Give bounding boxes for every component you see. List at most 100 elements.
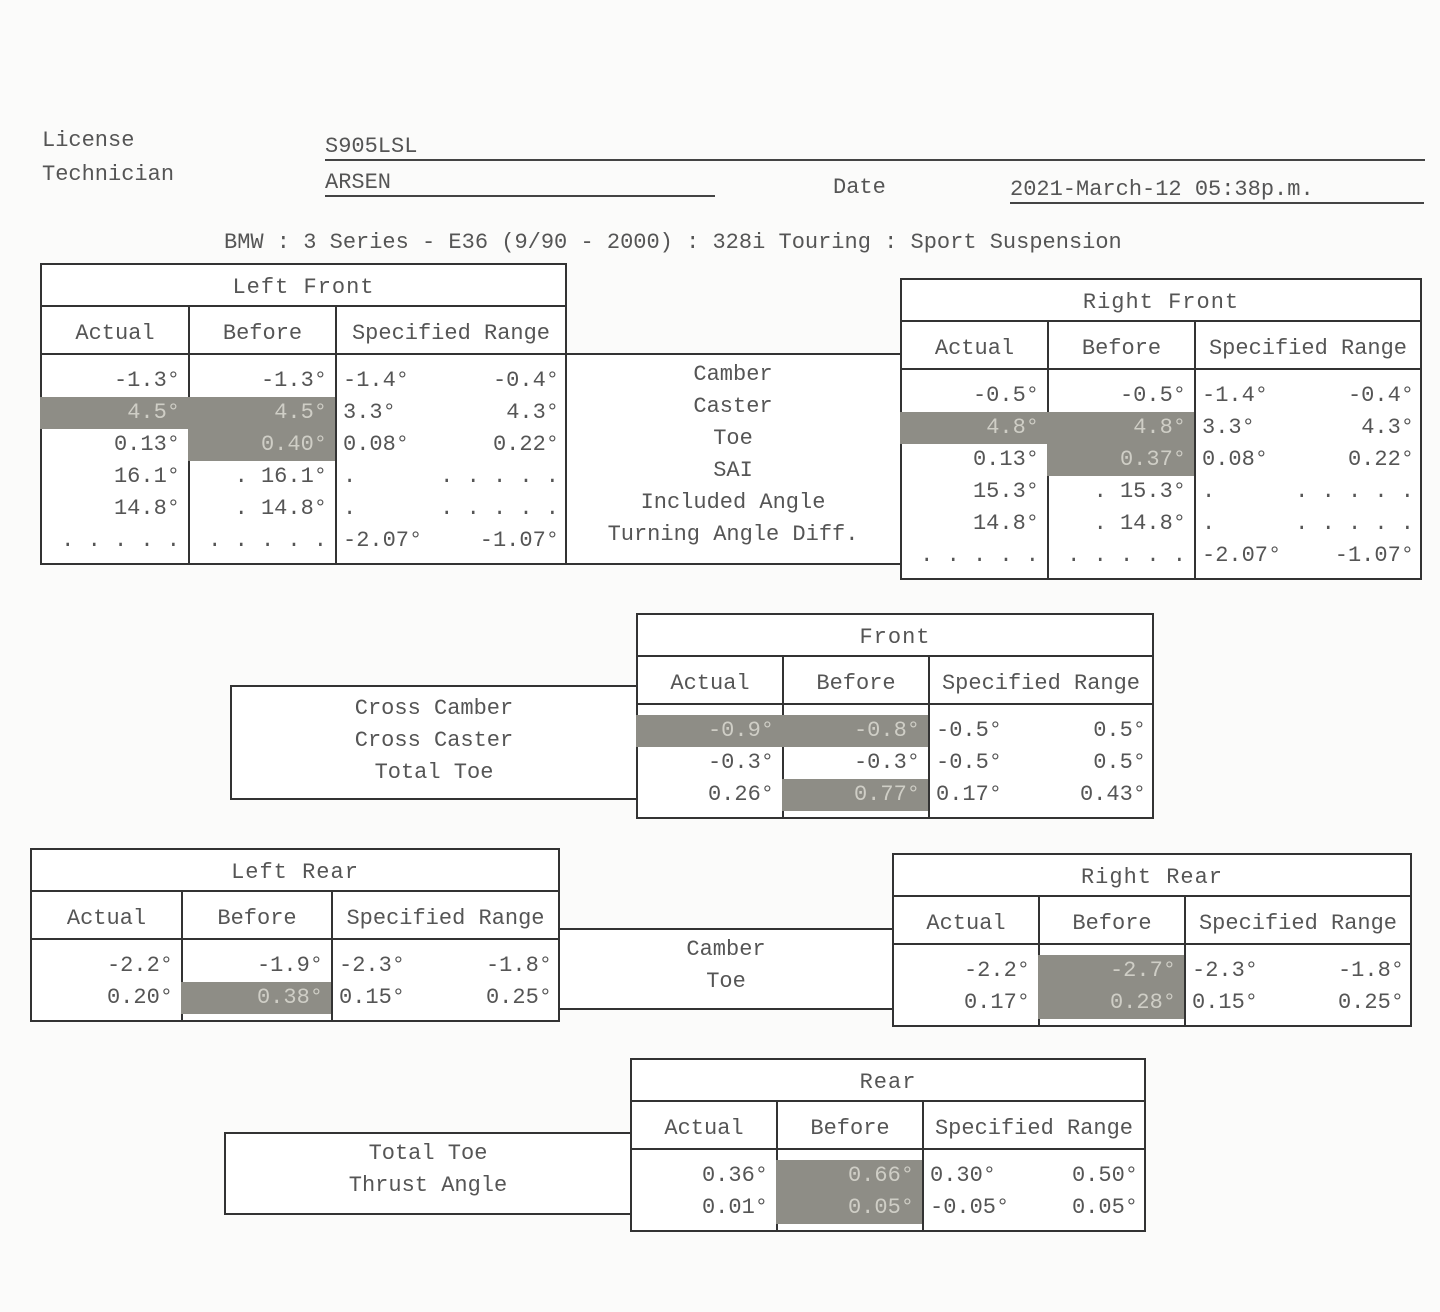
before-header: Before <box>1049 322 1196 368</box>
right-rear-table: Right Rear Actual Before Specified Range -2.… <box>892 853 1412 1027</box>
actual-value: 0.17° <box>963 990 1030 1015</box>
spec-max: 0.50° <box>1071 1163 1138 1188</box>
before-value: -1.9° <box>256 953 323 978</box>
actual-value: 0.13° <box>113 432 180 457</box>
spec-max: 0.5° <box>1093 718 1146 743</box>
spec-max: -0.4° <box>492 368 559 393</box>
before-value: 0.05° <box>776 1192 922 1224</box>
actual-column: -2.2° 0.20° <box>32 940 183 1020</box>
spec-range-row: 0.08° 0.22° <box>1196 444 1420 476</box>
table-title: Front <box>638 615 1152 657</box>
spec-max: . . . . . <box>440 496 559 521</box>
row-label: Thrust Angle <box>348 1173 508 1198</box>
table-title: Left Front <box>42 265 565 307</box>
actual-value: -2.2° <box>106 953 173 978</box>
before-value: -0.8° <box>782 715 928 747</box>
actual-header: Actual <box>638 657 784 703</box>
spec-min: -0.5° <box>936 718 1003 743</box>
spec-range-row: -0.5° 0.5° <box>930 715 1152 747</box>
row-label: Included Angle <box>640 490 826 515</box>
spec-max: 4.3° <box>1361 415 1414 440</box>
spec-range-row: -0.5° 0.5° <box>930 747 1152 779</box>
front-cross-labels: Cross Camber Cross Caster Total Toe <box>230 685 638 800</box>
actual-column: -2.2° 0.17° <box>894 945 1040 1025</box>
spec-column: -1.4° -0.4° 3.3° 4.3° 0.08° 0.22°. . . . . ...… <box>337 355 565 563</box>
actual-header: Actual <box>902 322 1049 368</box>
spec-max: 0.25° <box>485 985 552 1010</box>
column-headers: Actual Before Specified Range <box>638 657 1152 705</box>
spec-min: 0.15° <box>339 985 406 1010</box>
spec-range-row: -2.3° -1.8° <box>1186 955 1410 987</box>
spec-max: . . . . . <box>1295 511 1414 536</box>
before-column: 0.66° 0.05° <box>776 1150 924 1230</box>
specified-range-header: Specified Range <box>346 906 545 931</box>
before-value: 4.5° <box>188 397 335 429</box>
spec-min: -0.5° <box>936 750 1003 775</box>
spec-column: 0.30° 0.50° -0.05° 0.05° <box>924 1150 1144 1230</box>
column-headers: Actual Before Specified Range <box>42 307 565 355</box>
before-header: Before <box>784 657 930 703</box>
vehicle-description: BMW : 3 Series - E36 (9/90 - 2000) : 328… <box>224 230 1122 255</box>
before-value: . 16.1° <box>234 464 327 489</box>
spec-min: . <box>1202 479 1216 504</box>
rear-table: Rear Actual Before Specified Range 0.36° 0.01… <box>630 1058 1146 1232</box>
spec-min: -0.05° <box>930 1195 1010 1220</box>
row-label: Caster <box>693 394 773 419</box>
rear-total-labels: Total Toe Thrust Angle <box>224 1132 632 1215</box>
front-table: Front Actual Before Specified Range -0.9° -0.… <box>636 613 1154 819</box>
before-column: -0.5° 4.8° 0.37° . 15.3° . 14.8° . . . . . <box>1047 370 1196 578</box>
spec-min: . <box>343 496 357 521</box>
spec-max: -1.07° <box>1334 543 1414 568</box>
spec-column: -0.5° 0.5° -0.5° 0.5° 0.17° 0.43° <box>930 705 1152 817</box>
actual-value: 0.20° <box>106 985 173 1010</box>
spec-max: 0.25° <box>1337 990 1404 1015</box>
table-title: Right Rear <box>894 855 1410 897</box>
spec-min: -2.07° <box>343 528 423 553</box>
left-front-table: Left Front Actual Before Specified Range -1.… <box>40 263 567 565</box>
table-body: -0.5° 4.8° 0.13° 15.3° 14.8° . . . . . -0.5° 4.… <box>900 370 1420 578</box>
actual-column: -0.9° -0.3° 0.26° <box>636 705 784 817</box>
table-body: -2.2° 0.17° -2.7° 0.28° -2.3° -1.8° 0.15° 0.25° <box>894 945 1410 1025</box>
before-value: . . . . . <box>208 528 327 553</box>
column-headers: Actual Before Specified Range <box>902 322 1420 370</box>
actual-value: 4.8° <box>900 412 1047 444</box>
before-value: 0.77° <box>782 779 928 811</box>
actual-value: 0.01° <box>701 1195 768 1220</box>
spec-min: -2.07° <box>1202 543 1282 568</box>
column-headers: Actual Before Specified Range <box>32 892 558 940</box>
right-front-table: Right Front Actual Before Specified Range -0… <box>900 278 1422 580</box>
spec-min: . <box>343 464 357 489</box>
before-value: 0.37° <box>1047 444 1194 476</box>
actual-column: -0.5° 4.8° 0.13° 15.3° 14.8° . . . . . <box>900 370 1049 578</box>
actual-value: 15.3° <box>972 479 1039 504</box>
actual-value: 0.13° <box>972 447 1039 472</box>
spec-max: 0.05° <box>1071 1195 1138 1220</box>
actual-value: -0.3° <box>707 750 774 775</box>
before-value: -0.5° <box>1119 383 1186 408</box>
before-value: -1.3° <box>260 368 327 393</box>
spec-max: . . . . . <box>1295 479 1414 504</box>
actual-header: Actual <box>42 307 190 353</box>
table-body: -1.3° 4.5° 0.13° 16.1° 14.8° . . . . . -1.3° 4.… <box>40 355 565 563</box>
specified-range-header: Specified Range <box>941 671 1141 696</box>
spec-range-row: 3.3° 4.3° <box>337 397 565 429</box>
before-value: . 14.8° <box>234 496 327 521</box>
row-label: Camber <box>686 937 766 962</box>
spec-max: 0.5° <box>1093 750 1146 775</box>
spec-min: -1.4° <box>343 368 410 393</box>
actual-value: -1.3° <box>113 368 180 393</box>
spec-min: . <box>1202 511 1216 536</box>
spec-range-row: -2.07° -1.07° <box>337 525 565 557</box>
table-body: -0.9° -0.3° 0.26° -0.8° -0.3° 0.77° -0.5° 0.5° -… <box>636 705 1152 817</box>
row-label: Cross Camber <box>354 696 514 721</box>
spec-range-row: 0.15° 0.25° <box>1186 987 1410 1019</box>
row-label: Camber <box>693 362 773 387</box>
specified-range-header: Specified Range <box>934 1116 1134 1141</box>
spec-range-row: . . . . . . <box>337 493 565 525</box>
before-value: 0.38° <box>181 982 331 1014</box>
technician-value: ARSEN <box>325 170 715 197</box>
left-rear-table: Left Rear Actual Before Specified Range -2.2… <box>30 848 560 1022</box>
before-header: Before <box>183 892 333 938</box>
before-value: . 15.3° <box>1093 479 1186 504</box>
